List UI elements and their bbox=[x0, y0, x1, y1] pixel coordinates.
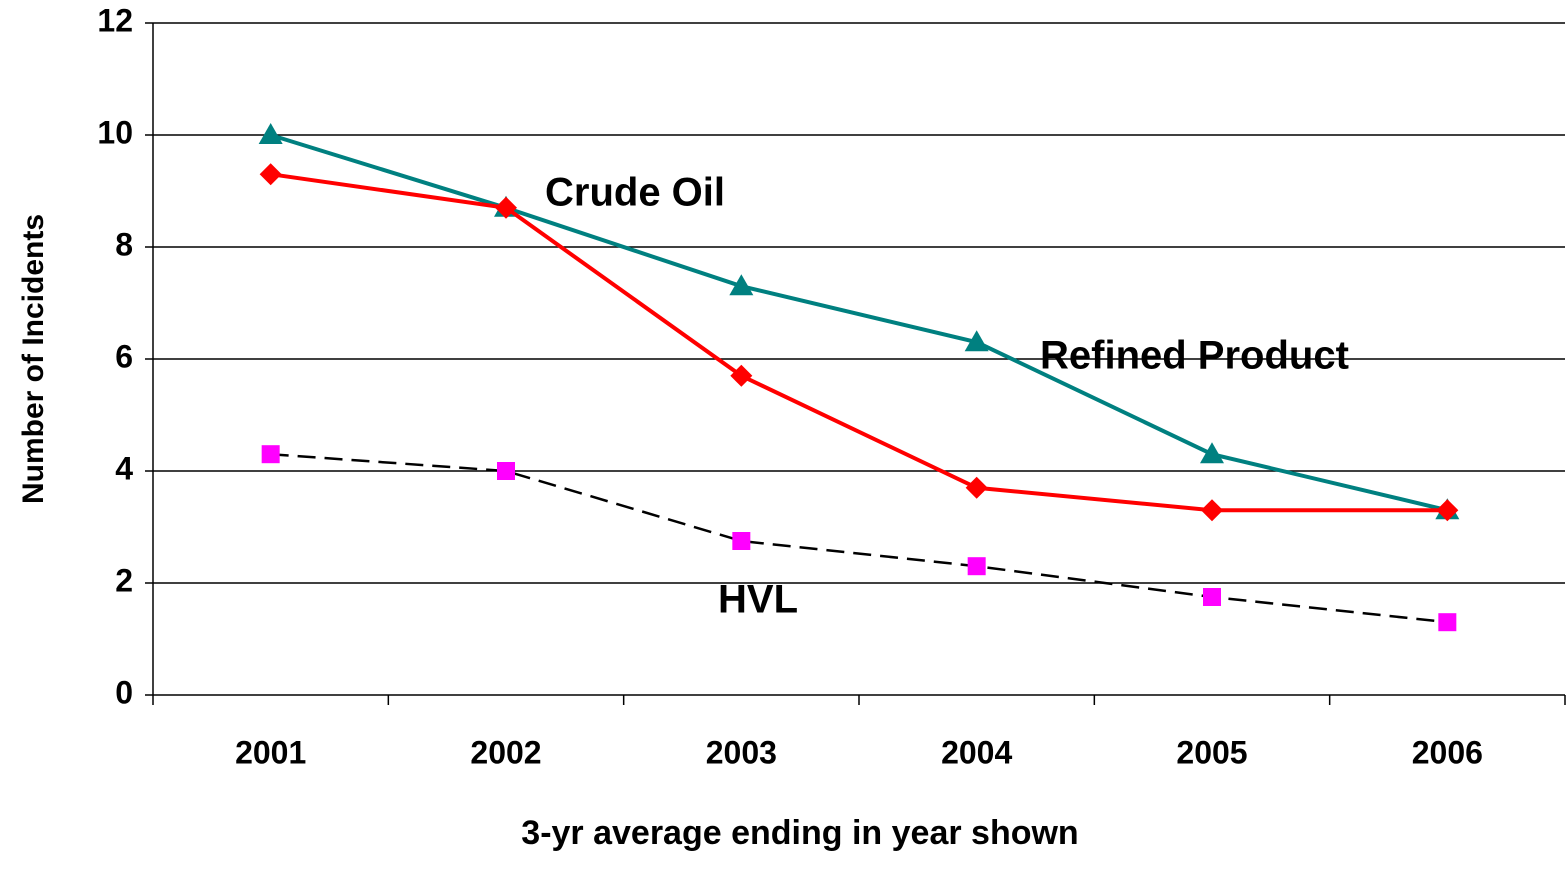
marker bbox=[967, 557, 986, 576]
marker bbox=[1200, 442, 1224, 464]
y-tick-label: 0 bbox=[115, 674, 133, 710]
x-axis-label: 3-yr average ending in year shown bbox=[521, 814, 1078, 852]
y-tick-label: 4 bbox=[115, 450, 133, 486]
annotation: Crude Oil bbox=[545, 171, 725, 215]
annotation: HVL bbox=[718, 578, 798, 622]
y-tick-label: 12 bbox=[97, 2, 133, 38]
annotation: Refined Product bbox=[1040, 334, 1349, 378]
x-tick-label: 2005 bbox=[1176, 734, 1247, 770]
marker bbox=[1203, 588, 1221, 606]
marker bbox=[1438, 613, 1457, 632]
x-tick-label: 2003 bbox=[706, 734, 777, 770]
marker bbox=[732, 532, 751, 550]
series-line bbox=[270, 452, 1448, 624]
x-tick-label: 2002 bbox=[470, 734, 541, 770]
marker bbox=[261, 445, 280, 464]
marker bbox=[259, 163, 282, 186]
marker bbox=[730, 364, 753, 387]
y-tick-label: 10 bbox=[97, 114, 133, 150]
series-line bbox=[270, 133, 1448, 513]
marker bbox=[729, 274, 754, 296]
marker bbox=[965, 476, 988, 499]
marker bbox=[1436, 499, 1459, 522]
marker bbox=[964, 330, 989, 352]
marker bbox=[497, 462, 515, 480]
marker bbox=[495, 196, 517, 219]
y-tick-label: 2 bbox=[115, 562, 133, 598]
x-tick-label: 2004 bbox=[941, 734, 1012, 770]
y-axis-label: Number of Incidents bbox=[17, 214, 50, 504]
y-tick-label: 6 bbox=[115, 338, 133, 374]
series-line bbox=[270, 172, 1448, 513]
marker bbox=[1201, 499, 1223, 522]
x-tick-label: 2001 bbox=[235, 734, 306, 770]
x-tick-label: 2006 bbox=[1412, 734, 1483, 770]
marker bbox=[258, 123, 283, 144]
y-tick-label: 8 bbox=[115, 226, 133, 262]
